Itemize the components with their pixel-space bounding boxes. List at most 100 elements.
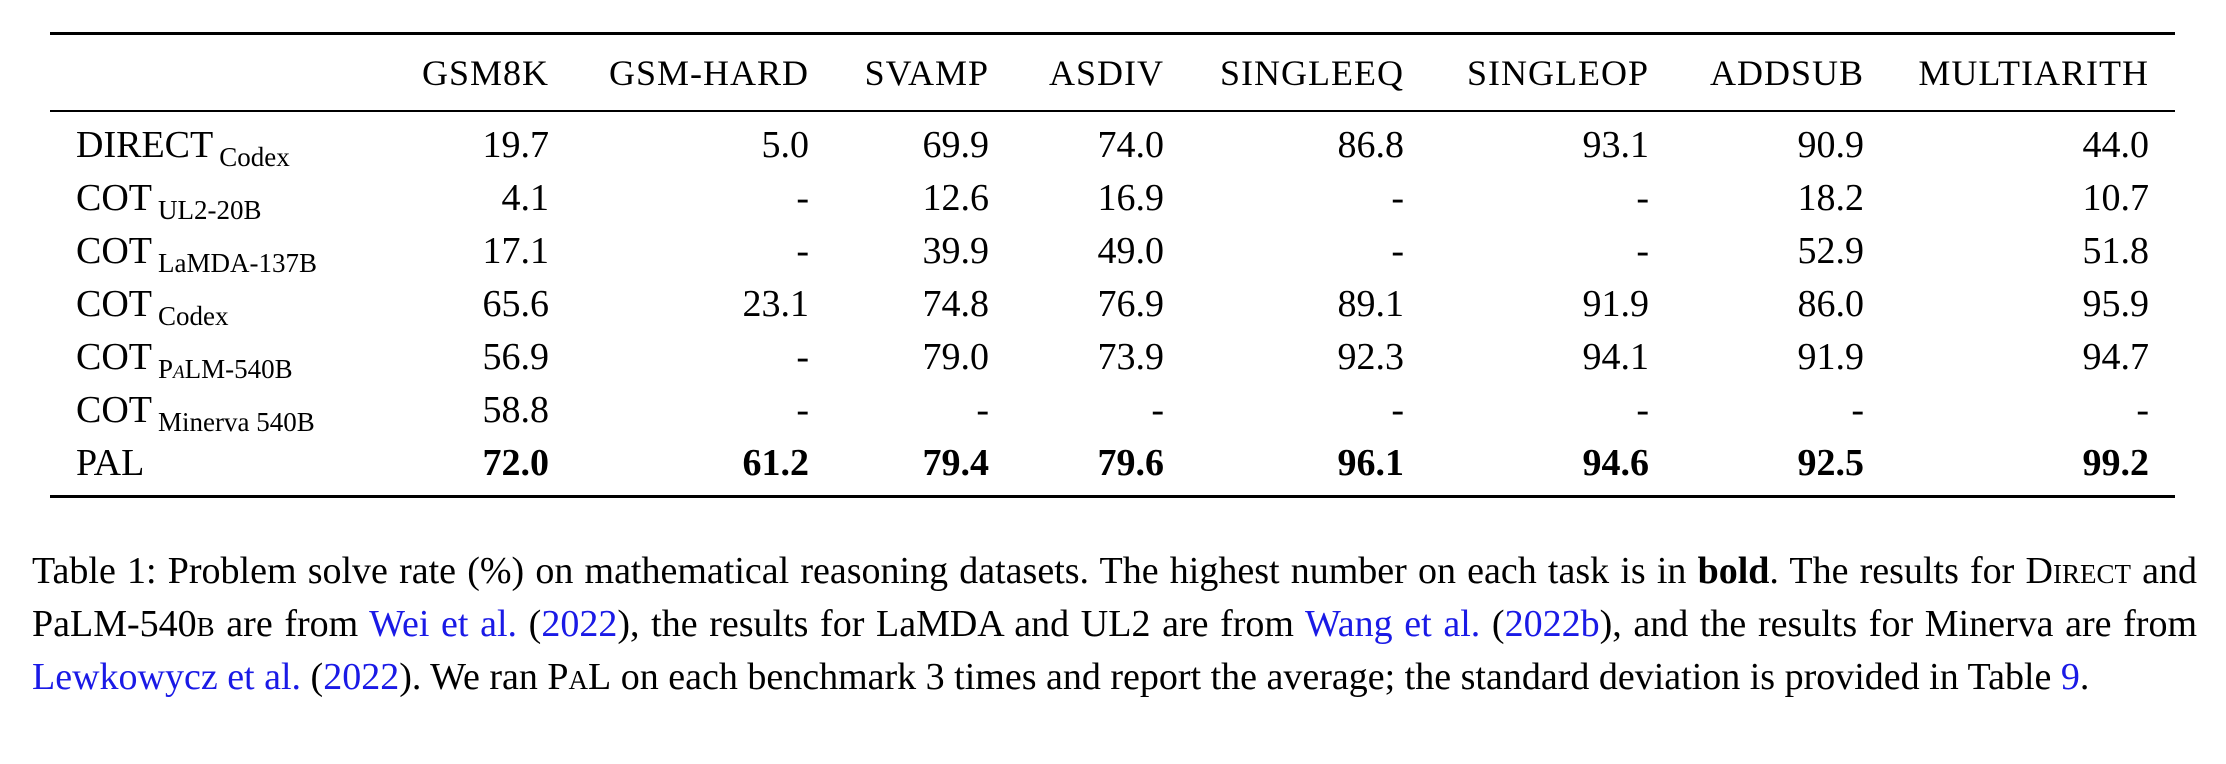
citation-link[interactable]: Wang et al. bbox=[1304, 603, 1481, 645]
table-cell: 92.3 bbox=[1337, 335, 1405, 378]
top-rule bbox=[50, 32, 2175, 35]
table-cell: 65.6 bbox=[482, 282, 550, 325]
method-name: PAL bbox=[76, 441, 145, 484]
row-label: COT UL2-20B bbox=[50, 171, 350, 225]
table-row: DIRECT Codex 19.7 5.0 69.9 74.0 86.8 93.1… bbox=[50, 112, 2175, 172]
results-table-container: GSM8K GSM-HARD SVAMP ASDIV SINGLEEQ SING… bbox=[50, 32, 2175, 498]
caption-small-caps: b bbox=[196, 603, 215, 645]
table-cell: 94.1 bbox=[1582, 335, 1650, 378]
caption-text: ( bbox=[301, 656, 324, 698]
row-label: COT LaMDA-137B bbox=[50, 224, 350, 278]
header-empty-cell bbox=[50, 35, 350, 110]
caption-text: ( bbox=[517, 603, 542, 645]
table-cell: 44.0 bbox=[2082, 123, 2150, 166]
table-caption: Table 1: Problem solve rate (%) on mathe… bbox=[32, 545, 2197, 704]
table-cell: 4.1 bbox=[501, 176, 550, 219]
caption-text: ). We ran bbox=[399, 656, 548, 698]
col-header: ASDIV bbox=[1048, 52, 1164, 93]
table-row: COT LaMDA-137B 17.1 - 39.9 49.0 - - 52.9 … bbox=[50, 224, 2175, 278]
model-name: UL2-20B bbox=[158, 194, 262, 225]
table-cell: 73.9 bbox=[1097, 335, 1165, 378]
caption-text: ), the results for LaMDA and UL2 are fro… bbox=[617, 603, 1305, 645]
results-table-body: DIRECT Codex 19.7 5.0 69.9 74.0 86.8 93.1… bbox=[50, 112, 2175, 495]
table-cell: 89.1 bbox=[1337, 282, 1405, 325]
method-name: COT bbox=[76, 335, 152, 378]
caption-text: ), and the results for Minerva are from bbox=[1599, 603, 2198, 645]
table-cell: 74.8 bbox=[922, 282, 990, 325]
caption-pal: PaL bbox=[547, 656, 612, 698]
table-cell: 39.9 bbox=[922, 229, 990, 272]
table-cell: - bbox=[796, 335, 809, 378]
caption-text: and PaLM-540 bbox=[32, 550, 2197, 645]
table-cell: 96.1 bbox=[1337, 441, 1405, 484]
table-cell: 92.5 bbox=[1797, 441, 1865, 484]
table-cell: 72.0 bbox=[482, 441, 550, 484]
table-cell: 61.2 bbox=[742, 441, 810, 484]
table-cell: - bbox=[796, 229, 809, 272]
col-header: SINGLEEQ bbox=[1220, 52, 1404, 93]
table-cell: 86.0 bbox=[1797, 282, 1865, 325]
table-cell: 5.0 bbox=[761, 123, 810, 166]
method-name: COT bbox=[76, 229, 152, 272]
method-name: COT bbox=[76, 388, 152, 431]
table-row-best: PAL 72.0 61.2 79.4 79.6 96.1 94.6 92.5 9… bbox=[50, 436, 2175, 495]
table-cell: 23.1 bbox=[742, 282, 810, 325]
col-header: SINGLEOP bbox=[1466, 52, 1649, 93]
method-name: DIRECT bbox=[76, 123, 214, 166]
model-name: Codex bbox=[158, 300, 229, 331]
table-cell: 19.7 bbox=[482, 123, 550, 166]
caption-text: . bbox=[2079, 656, 2090, 698]
caption-text: Table 1: Problem solve rate (%) on mathe… bbox=[32, 550, 1698, 592]
table-cell: 51.8 bbox=[2082, 229, 2150, 272]
col-header: GSM-HARD bbox=[608, 52, 809, 93]
table-cell: 79.6 bbox=[1097, 441, 1165, 484]
table-cell: 16.9 bbox=[1097, 176, 1165, 219]
table-row: COT Minerva 540B 58.8 - - - - - - - bbox=[50, 383, 2175, 437]
table-row: COT Codex 65.6 23.1 74.8 76.9 89.1 91.9 8… bbox=[50, 277, 2175, 331]
table-cell: 76.9 bbox=[1097, 282, 1165, 325]
citation-link[interactable]: Wei et al. bbox=[369, 603, 518, 645]
citation-year-link[interactable]: 2022 bbox=[323, 656, 400, 698]
table-cell: 10.7 bbox=[2082, 176, 2150, 219]
table-cell: 86.8 bbox=[1337, 123, 1405, 166]
row-label: DIRECT Codex bbox=[50, 112, 350, 172]
table-row: COT UL2-20B 4.1 - 12.6 16.9 - - 18.2 10.7 bbox=[50, 171, 2175, 225]
table-cell: - bbox=[1391, 229, 1404, 272]
table-cell: 95.9 bbox=[2082, 282, 2150, 325]
table-cell: 52.9 bbox=[1797, 229, 1865, 272]
caption-direct: Direct bbox=[2025, 550, 2131, 592]
col-header: MULTIARITH bbox=[1918, 52, 2149, 93]
table-cell: - bbox=[796, 176, 809, 219]
table-cell: 74.0 bbox=[1097, 123, 1165, 166]
table-cell: - bbox=[1391, 388, 1404, 431]
model-name: Minerva 540B bbox=[158, 406, 315, 437]
col-header: GSM8K bbox=[421, 52, 549, 93]
row-label: COT Codex bbox=[50, 277, 350, 331]
model-name: Codex bbox=[219, 141, 290, 172]
citation-year-link[interactable]: 2022b bbox=[1504, 603, 1600, 645]
citation-link[interactable]: Lewkowycz et al. bbox=[32, 656, 302, 698]
table-cell: - bbox=[1391, 176, 1404, 219]
table-cell: 79.0 bbox=[922, 335, 990, 378]
table-cell: 58.8 bbox=[482, 388, 550, 431]
table-cell: 93.1 bbox=[1582, 123, 1650, 166]
table-cell: 79.4 bbox=[922, 441, 990, 484]
model-name-part: LM-540B bbox=[184, 353, 293, 384]
table-cell: 99.2 bbox=[2082, 441, 2150, 484]
table-cell: 49.0 bbox=[1097, 229, 1165, 272]
caption-text: ( bbox=[1480, 603, 1505, 645]
table-ref-link[interactable]: 9 bbox=[2060, 656, 2080, 698]
table-cell: 94.7 bbox=[2082, 335, 2150, 378]
mid-rule bbox=[50, 110, 2175, 112]
table-cell: - bbox=[976, 388, 989, 431]
table-cell: 56.9 bbox=[482, 335, 550, 378]
table-cell: - bbox=[796, 388, 809, 431]
citation-year-link[interactable]: 2022 bbox=[541, 603, 618, 645]
table-cell: 94.6 bbox=[1582, 441, 1650, 484]
model-name: PaLM-540B bbox=[158, 354, 293, 384]
col-header: ADDSUB bbox=[1709, 52, 1864, 93]
method-name: COT bbox=[76, 282, 152, 325]
table-cell: 91.9 bbox=[1582, 282, 1650, 325]
caption-bold-word: bold bbox=[1697, 550, 1770, 592]
table-cell: - bbox=[1636, 176, 1649, 219]
